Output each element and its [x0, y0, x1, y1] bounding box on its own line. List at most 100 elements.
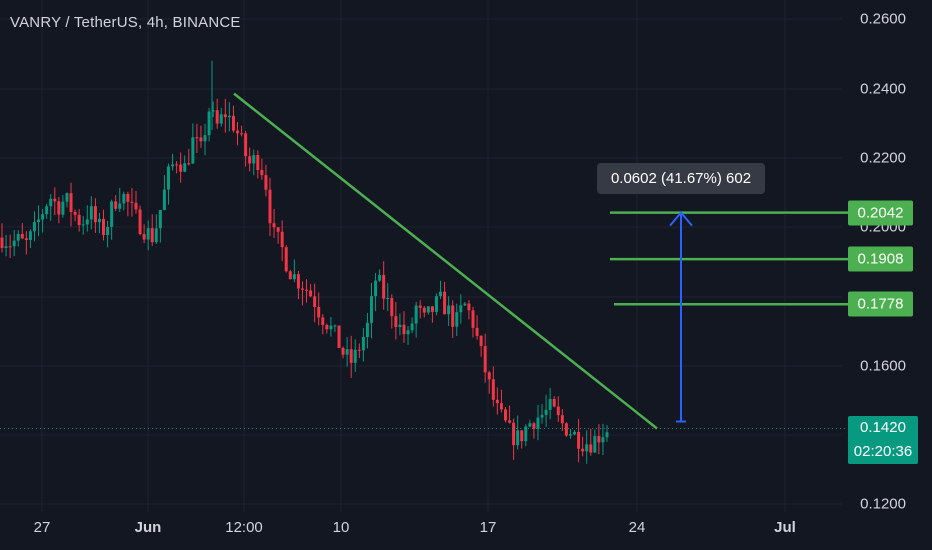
candle-body	[240, 133, 244, 135]
candle-body	[89, 206, 93, 220]
candle-body	[288, 271, 292, 280]
candle-body	[317, 306, 321, 318]
candle-body	[556, 406, 560, 416]
candle-body	[524, 426, 528, 442]
candle-body	[491, 379, 495, 400]
candle-body	[483, 346, 487, 373]
candle-body	[520, 430, 524, 442]
candle-body	[508, 420, 512, 423]
level-tag-2: 0.1778	[848, 291, 913, 317]
candle-body	[264, 175, 268, 190]
candle-body	[430, 306, 434, 312]
candle-body	[110, 201, 114, 227]
candle-body	[357, 349, 361, 351]
candle-body	[296, 274, 300, 289]
candle-body	[276, 227, 280, 232]
candle-body	[65, 193, 69, 202]
candle-body	[8, 246, 12, 248]
candle-body	[244, 133, 248, 157]
candle-body	[203, 135, 207, 142]
bar-countdown: 02:20:36	[853, 443, 913, 460]
candle-body	[171, 164, 175, 167]
candle-body	[57, 201, 61, 215]
time-tick-label: Jul	[774, 519, 796, 536]
candle-body	[37, 219, 41, 223]
candle-body	[211, 110, 215, 112]
candle-body	[390, 297, 394, 317]
candle-body	[479, 335, 483, 347]
level-tag-1: 0.1908	[848, 246, 913, 272]
time-tick-label: Jun	[134, 519, 162, 536]
candle-body	[223, 114, 227, 118]
candle-body	[402, 324, 406, 335]
candle-body	[215, 110, 219, 124]
candle-body	[447, 305, 451, 315]
candle-body	[28, 231, 32, 240]
candle-body	[589, 444, 593, 453]
candle-body	[568, 434, 572, 436]
candle-body	[102, 218, 106, 235]
candle-body	[32, 222, 36, 232]
candle-body	[260, 169, 264, 176]
candle-body	[463, 303, 467, 306]
candle-body	[573, 431, 577, 435]
candle-body	[53, 198, 57, 202]
candle-body	[439, 291, 443, 297]
price-tick-label: 0.1600	[860, 357, 906, 375]
candle-body	[93, 206, 97, 223]
candle-body	[12, 240, 16, 247]
candle-body	[313, 296, 317, 307]
candle-body	[81, 224, 85, 226]
candle-body	[325, 324, 329, 330]
candle-body	[503, 409, 507, 421]
candle-body	[422, 307, 426, 313]
candle-body	[443, 291, 447, 315]
candle-body	[564, 423, 568, 436]
candle-body	[512, 422, 516, 446]
candle-body	[49, 198, 53, 207]
candle-body	[386, 297, 390, 299]
price-tick-label: 0.2600	[860, 10, 906, 28]
candle-body	[162, 189, 166, 210]
candle-body	[130, 201, 134, 203]
time-tick-label: 10	[332, 519, 350, 536]
candle-body	[605, 432, 609, 438]
candle-body	[544, 409, 548, 415]
candle-body	[4, 246, 8, 249]
candle-body	[593, 436, 597, 453]
symbol-title[interactable]: VANRY / TetherUS, 4h, BINANCE	[10, 14, 241, 31]
candle-body	[516, 430, 520, 446]
measure-label[interactable]: 0.0602 (41.67%) 602	[597, 163, 765, 194]
candle-body	[369, 296, 373, 323]
candle-body	[195, 137, 199, 139]
candle-body	[236, 130, 240, 134]
time-tick-label: 27	[33, 519, 51, 536]
candle-body	[532, 423, 536, 429]
candle-body	[305, 289, 309, 291]
level-tag-0: 0.2042	[848, 200, 913, 226]
candle-body	[418, 305, 422, 308]
time-tick-label: 17	[479, 519, 497, 536]
candle-body	[410, 323, 414, 331]
candle-body	[552, 398, 556, 407]
candle-body	[85, 219, 89, 225]
candle-body	[97, 218, 101, 223]
candle-body	[406, 330, 410, 335]
candle-body	[284, 247, 288, 272]
price-tick-label: 0.2200	[860, 149, 906, 167]
candle-body	[548, 398, 552, 410]
current-price-label: 0.1420	[860, 419, 906, 436]
candle-body	[487, 372, 491, 380]
candle-body	[166, 166, 170, 190]
candle-body	[73, 212, 77, 215]
candle-body	[256, 155, 260, 170]
candle-body	[272, 223, 276, 228]
candle-body	[106, 226, 110, 235]
candle-body	[227, 115, 231, 118]
candle-body	[597, 436, 601, 443]
candle-body	[471, 310, 475, 328]
candle-body	[321, 317, 325, 325]
time-tick-label: 24	[628, 519, 646, 536]
candle-body	[191, 137, 195, 164]
